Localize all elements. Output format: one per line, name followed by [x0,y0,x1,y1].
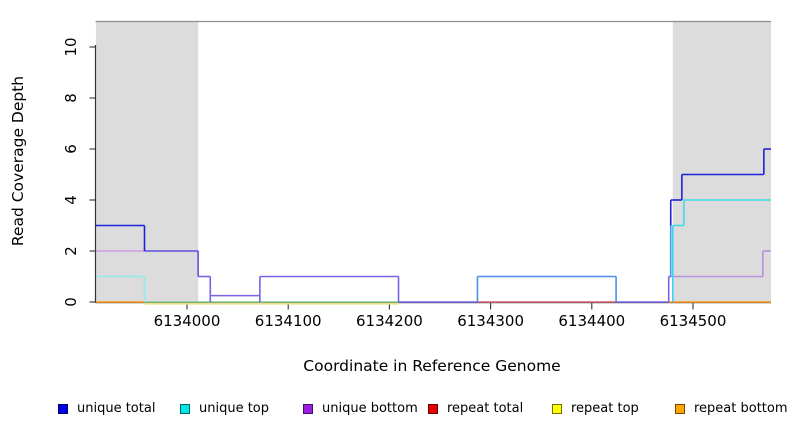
legend-swatch-icon [675,403,685,414]
legend-swatch-icon [303,403,313,414]
y-tick-label: 4 [62,195,80,205]
legend-item-repeat-top: repeat top [552,401,639,416]
legend-swatch-icon [58,403,68,414]
x-tick-label: 6134100 [254,312,322,330]
legend-swatch-icon [428,403,438,414]
legend-label: unique total [77,401,156,416]
x-tick-label: 6134300 [457,312,524,330]
legend-item-unique-total: unique total [58,401,155,416]
y-tick-label: 10 [62,37,80,57]
shaded-region [95,21,199,303]
legend-item-unique-top: unique top [180,401,269,416]
x-tick-label: 6134500 [659,312,727,330]
legend-swatch-icon [552,403,562,414]
y-tick-label: 8 [62,93,80,103]
legend-item-unique-bottom: unique bottom [303,401,418,416]
y-tick-label: 6 [62,144,80,154]
legend-label: repeat bottom [694,401,788,416]
x-axis-title: Coordinate in Reference Genome [303,357,561,375]
legend-label: repeat top [571,401,639,416]
x-tick-label: 6134400 [558,312,626,330]
y-tick-label: 2 [62,246,80,256]
legend-label: unique top [199,401,270,416]
y-tick-label: 0 [62,297,80,307]
x-tick-label: 6134000 [153,312,221,330]
y-axis-title: Read Coverage Depth [9,75,27,247]
legend-swatch-icon [180,403,190,414]
legend-item-repeat-total: repeat total [428,401,523,416]
legend-item-repeat-bottom: repeat bottom [675,401,788,416]
shaded-region [672,21,771,303]
legend-label: repeat total [447,401,524,416]
x-tick-label: 6134200 [355,312,423,330]
legend-label: unique bottom [322,401,418,416]
